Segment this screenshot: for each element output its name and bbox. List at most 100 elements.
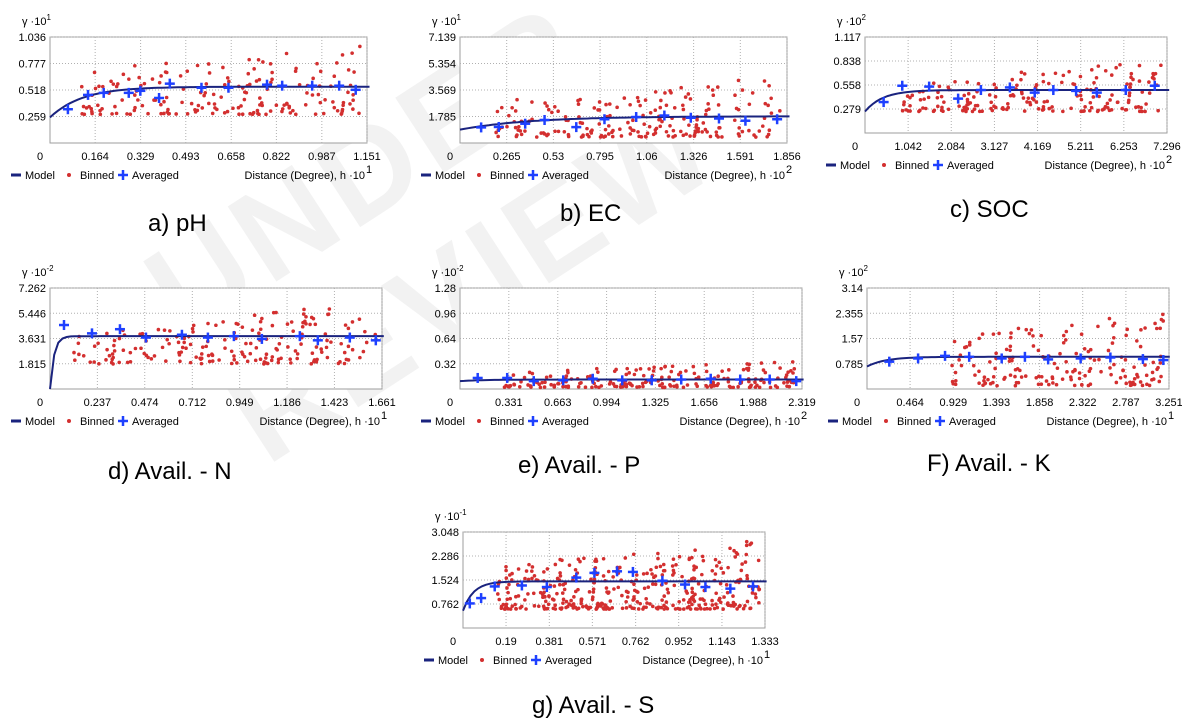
binned-point [643, 134, 648, 139]
legend-binned-label: Binned [80, 170, 114, 182]
binned-point [939, 94, 944, 99]
chart-svg: γ ·10-1 0.762 1.524 2.286 3.048 0 0.19 0.381 0.5… [424, 508, 779, 667]
binned-point [279, 356, 283, 361]
caption-c: c) SOC [950, 196, 1029, 223]
y-axis-label: γ ·101 [22, 13, 51, 28]
legend-averaged-swatch [118, 416, 128, 426]
binned-point [740, 88, 745, 92]
binned-point [671, 557, 676, 561]
binned-point [634, 573, 639, 577]
averaged-point [256, 333, 267, 344]
binned-point [111, 362, 115, 366]
binned-point [563, 581, 568, 586]
binned-point [248, 341, 253, 346]
binned-point [285, 322, 290, 326]
binned-point [692, 371, 697, 376]
binned-point [1143, 109, 1147, 114]
binned-point [643, 98, 648, 102]
binned-point [957, 358, 961, 362]
binned-point [1036, 348, 1041, 353]
binned-point [732, 548, 736, 553]
chart-panel-a: γ ·101 0.259 0.518 0.777 1.036 0 0.164 0.329 0.4… [5, 5, 381, 195]
binned-point [1156, 108, 1160, 113]
x-tick-label: 1.325 [642, 397, 670, 409]
binned-point [532, 573, 537, 578]
binned-point [1054, 382, 1059, 387]
binned-point [924, 106, 928, 111]
binned-point [677, 599, 681, 604]
binned-point [133, 93, 137, 97]
binned-point [728, 546, 732, 551]
binned-point [556, 129, 561, 134]
binned-point [194, 355, 198, 359]
binned-point [1000, 106, 1005, 110]
binned-point [313, 322, 318, 327]
binned-point [1060, 80, 1064, 85]
binned-point [530, 565, 535, 569]
x-tick-label: 0.329 [127, 151, 155, 163]
binned-point [787, 384, 792, 389]
binned-point [321, 111, 326, 116]
chart-svg: γ ·10-2 0.32 0.64 0.96 1.28 0 0.331 0.663 0.994 1… [421, 264, 816, 428]
binned-point [81, 104, 86, 109]
x-tick-label: 1.988 [739, 397, 767, 409]
binned-point [952, 339, 957, 344]
binned-point [302, 307, 306, 312]
binned-point [1036, 382, 1041, 387]
y-tick-label: 1.117 [834, 32, 861, 44]
binned-point [277, 341, 282, 346]
y-tick-label: 0.518 [18, 85, 46, 97]
binned-point [252, 313, 257, 317]
averaged-point [659, 110, 670, 121]
averaged-point [228, 331, 239, 342]
binned-point [517, 384, 522, 389]
binned-point [1052, 361, 1057, 366]
binned-point [669, 369, 674, 374]
binned-point [659, 605, 664, 610]
binned-point [679, 85, 683, 90]
averaged-point [58, 320, 69, 331]
binned-point [664, 103, 669, 108]
binned-point [501, 602, 506, 607]
binned-point [137, 75, 141, 80]
binned-point [543, 599, 548, 604]
binned-point [682, 117, 686, 121]
binned-point [182, 336, 187, 341]
binned-point [931, 81, 936, 85]
binned-point [681, 133, 686, 138]
binned-point [634, 368, 638, 372]
x-tick-label: 1.393 [983, 397, 1011, 409]
binned-point [756, 558, 761, 563]
averaged-point [350, 84, 361, 95]
averaged-point [1071, 85, 1082, 96]
binned-point [567, 563, 572, 567]
legend-binned-swatch [477, 419, 481, 423]
binned-point [994, 86, 998, 90]
binned-point [716, 135, 720, 139]
binned-point [332, 105, 337, 110]
binned-point [700, 572, 704, 577]
binned-point [631, 118, 635, 123]
x-tick-label: 0.265 [493, 151, 521, 163]
binned-point [1143, 326, 1147, 330]
binned-point [763, 101, 768, 106]
binned-point [1045, 99, 1050, 104]
binned-point [967, 340, 972, 345]
binned-point [319, 347, 323, 351]
binned-point [658, 383, 662, 388]
binned-point [511, 373, 516, 377]
binned-point [291, 108, 295, 113]
binned-point [1111, 335, 1116, 340]
binned-point [553, 129, 557, 134]
x-tick-label: 2.322 [1069, 397, 1097, 409]
binned-point [624, 589, 629, 594]
x-tick-label: 0.381 [536, 636, 564, 648]
binned-point [722, 595, 726, 599]
binned-point [343, 323, 348, 327]
binned-point [514, 594, 518, 599]
binned-point [1127, 91, 1132, 95]
binned-point [505, 586, 509, 590]
averaged-point [176, 329, 187, 340]
binned-point [248, 111, 252, 116]
x-tick-label: 0.19 [495, 636, 516, 648]
